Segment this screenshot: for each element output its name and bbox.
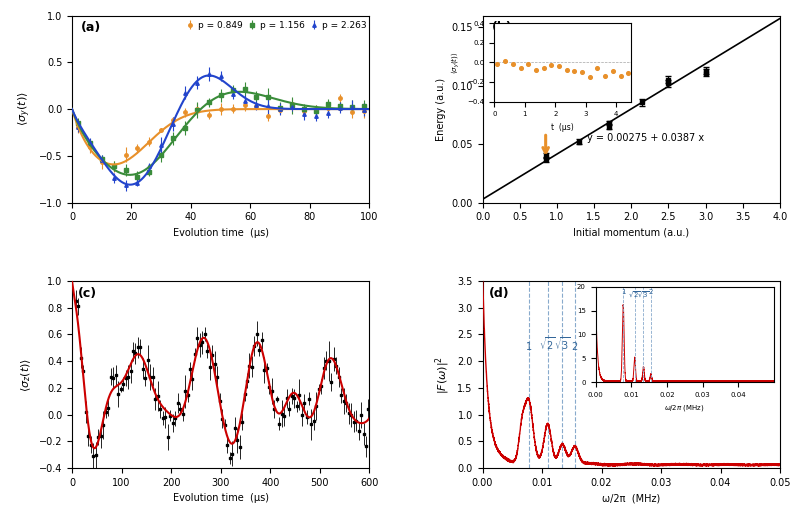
Text: y = 0.00275 + 0.0387 x: y = 0.00275 + 0.0387 x [586,133,704,142]
X-axis label: Initial momentum (a.u.): Initial momentum (a.u.) [573,228,690,238]
Text: (c): (c) [78,287,97,300]
Text: 2: 2 [572,342,578,352]
Text: $\sqrt{3}$: $\sqrt{3}$ [554,335,570,352]
X-axis label: Evolution time  (μs): Evolution time (μs) [173,228,269,238]
Y-axis label: $|F(\omega)|^2$: $|F(\omega)|^2$ [433,356,452,394]
Text: $\sqrt{2}$: $\sqrt{2}$ [539,335,556,352]
Y-axis label: Energy (a.u.): Energy (a.u.) [436,77,446,140]
X-axis label: Evolution time  (μs): Evolution time (μs) [173,493,269,503]
Legend: p = 0.849, p = 1.156, p = 2.263: p = 0.849, p = 1.156, p = 2.263 [184,20,368,31]
Text: 1: 1 [526,342,532,352]
Text: (a): (a) [81,21,101,34]
Y-axis label: $\langle\sigma_y(t)\rangle$: $\langle\sigma_y(t)\rangle$ [17,92,34,126]
Text: (b): (b) [491,21,512,34]
Y-axis label: $\langle\sigma_z(t)\rangle$: $\langle\sigma_z(t)\rangle$ [20,357,34,392]
X-axis label: ω/2π  (MHz): ω/2π (MHz) [602,493,660,503]
Text: (d): (d) [489,287,509,300]
